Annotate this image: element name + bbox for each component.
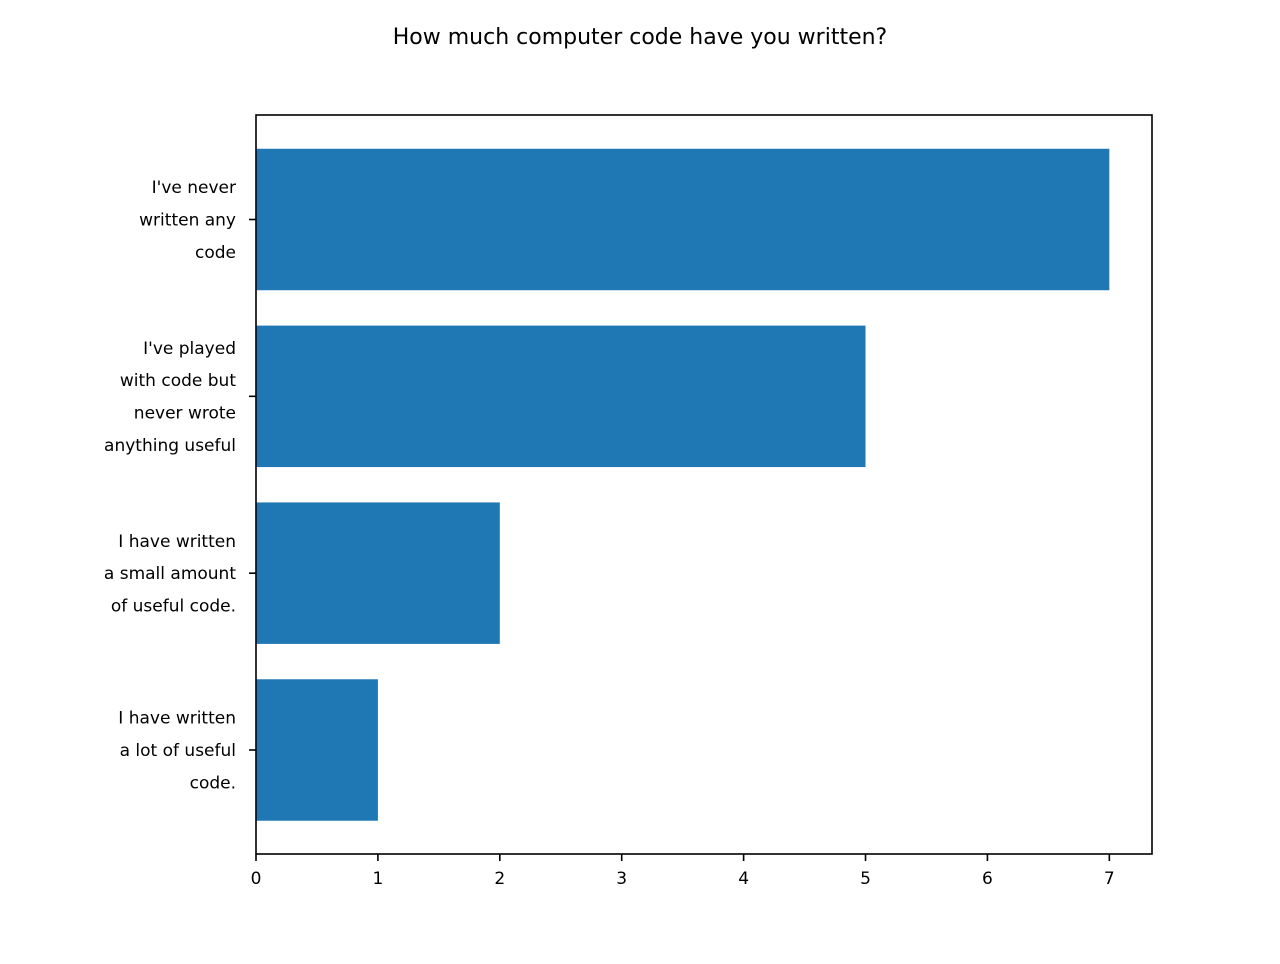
bar-0 (256, 148, 1110, 291)
bars-layer (256, 148, 1110, 821)
x-tick-label-4: 4 (738, 869, 749, 889)
y-tick-label-line: I've never (152, 178, 236, 198)
chart-title: How much computer code have you written? (393, 25, 887, 50)
y-tick-label-line: I've played (143, 339, 236, 359)
y-tick-label-line: of useful code. (111, 596, 236, 616)
y-tick-label-line: a lot of useful (120, 741, 236, 761)
x-axis-ticks: 0 1 2 3 4 5 6 7 (251, 854, 1115, 889)
x-tick-label-1: 1 (372, 869, 383, 889)
y-tick-label-line: written any (139, 211, 236, 231)
y-tick-label-line: code. (190, 773, 236, 793)
y-axis-ticks: I've never written any code I've played with… (104, 178, 256, 793)
y-tick-label-2: I have written a small amount of useful co… (104, 532, 236, 617)
y-tick-label-line: code (195, 243, 236, 263)
x-tick-label-2: 2 (494, 869, 505, 889)
x-tick-label-0: 0 (251, 869, 262, 889)
y-tick-label-1: I've played with code but never wrote anyth… (104, 339, 236, 456)
axes-layer (255, 114, 1153, 855)
y-tick-label-line: with code but (120, 371, 236, 391)
x-tick-label-3: 3 (616, 869, 627, 889)
y-tick-label-line: I have written (118, 709, 236, 729)
y-tick-label-0: I've never written any code (139, 178, 236, 263)
plot-frame (255, 114, 1153, 855)
x-tick-label-6: 6 (982, 869, 993, 889)
y-tick-label-line: I have written (118, 532, 236, 552)
y-tick-label-line: never wrote (134, 403, 236, 423)
bar-2 (256, 502, 500, 644)
bar-3 (256, 679, 378, 821)
x-tick-label-5: 5 (860, 869, 871, 889)
y-tick-label-3: I have written a lot of useful code. (118, 709, 236, 794)
y-tick-label-line: a small amount (104, 564, 236, 584)
x-tick-label-7: 7 (1104, 869, 1115, 889)
y-tick-label-line: anything useful (104, 436, 236, 456)
bar-1 (256, 325, 866, 468)
